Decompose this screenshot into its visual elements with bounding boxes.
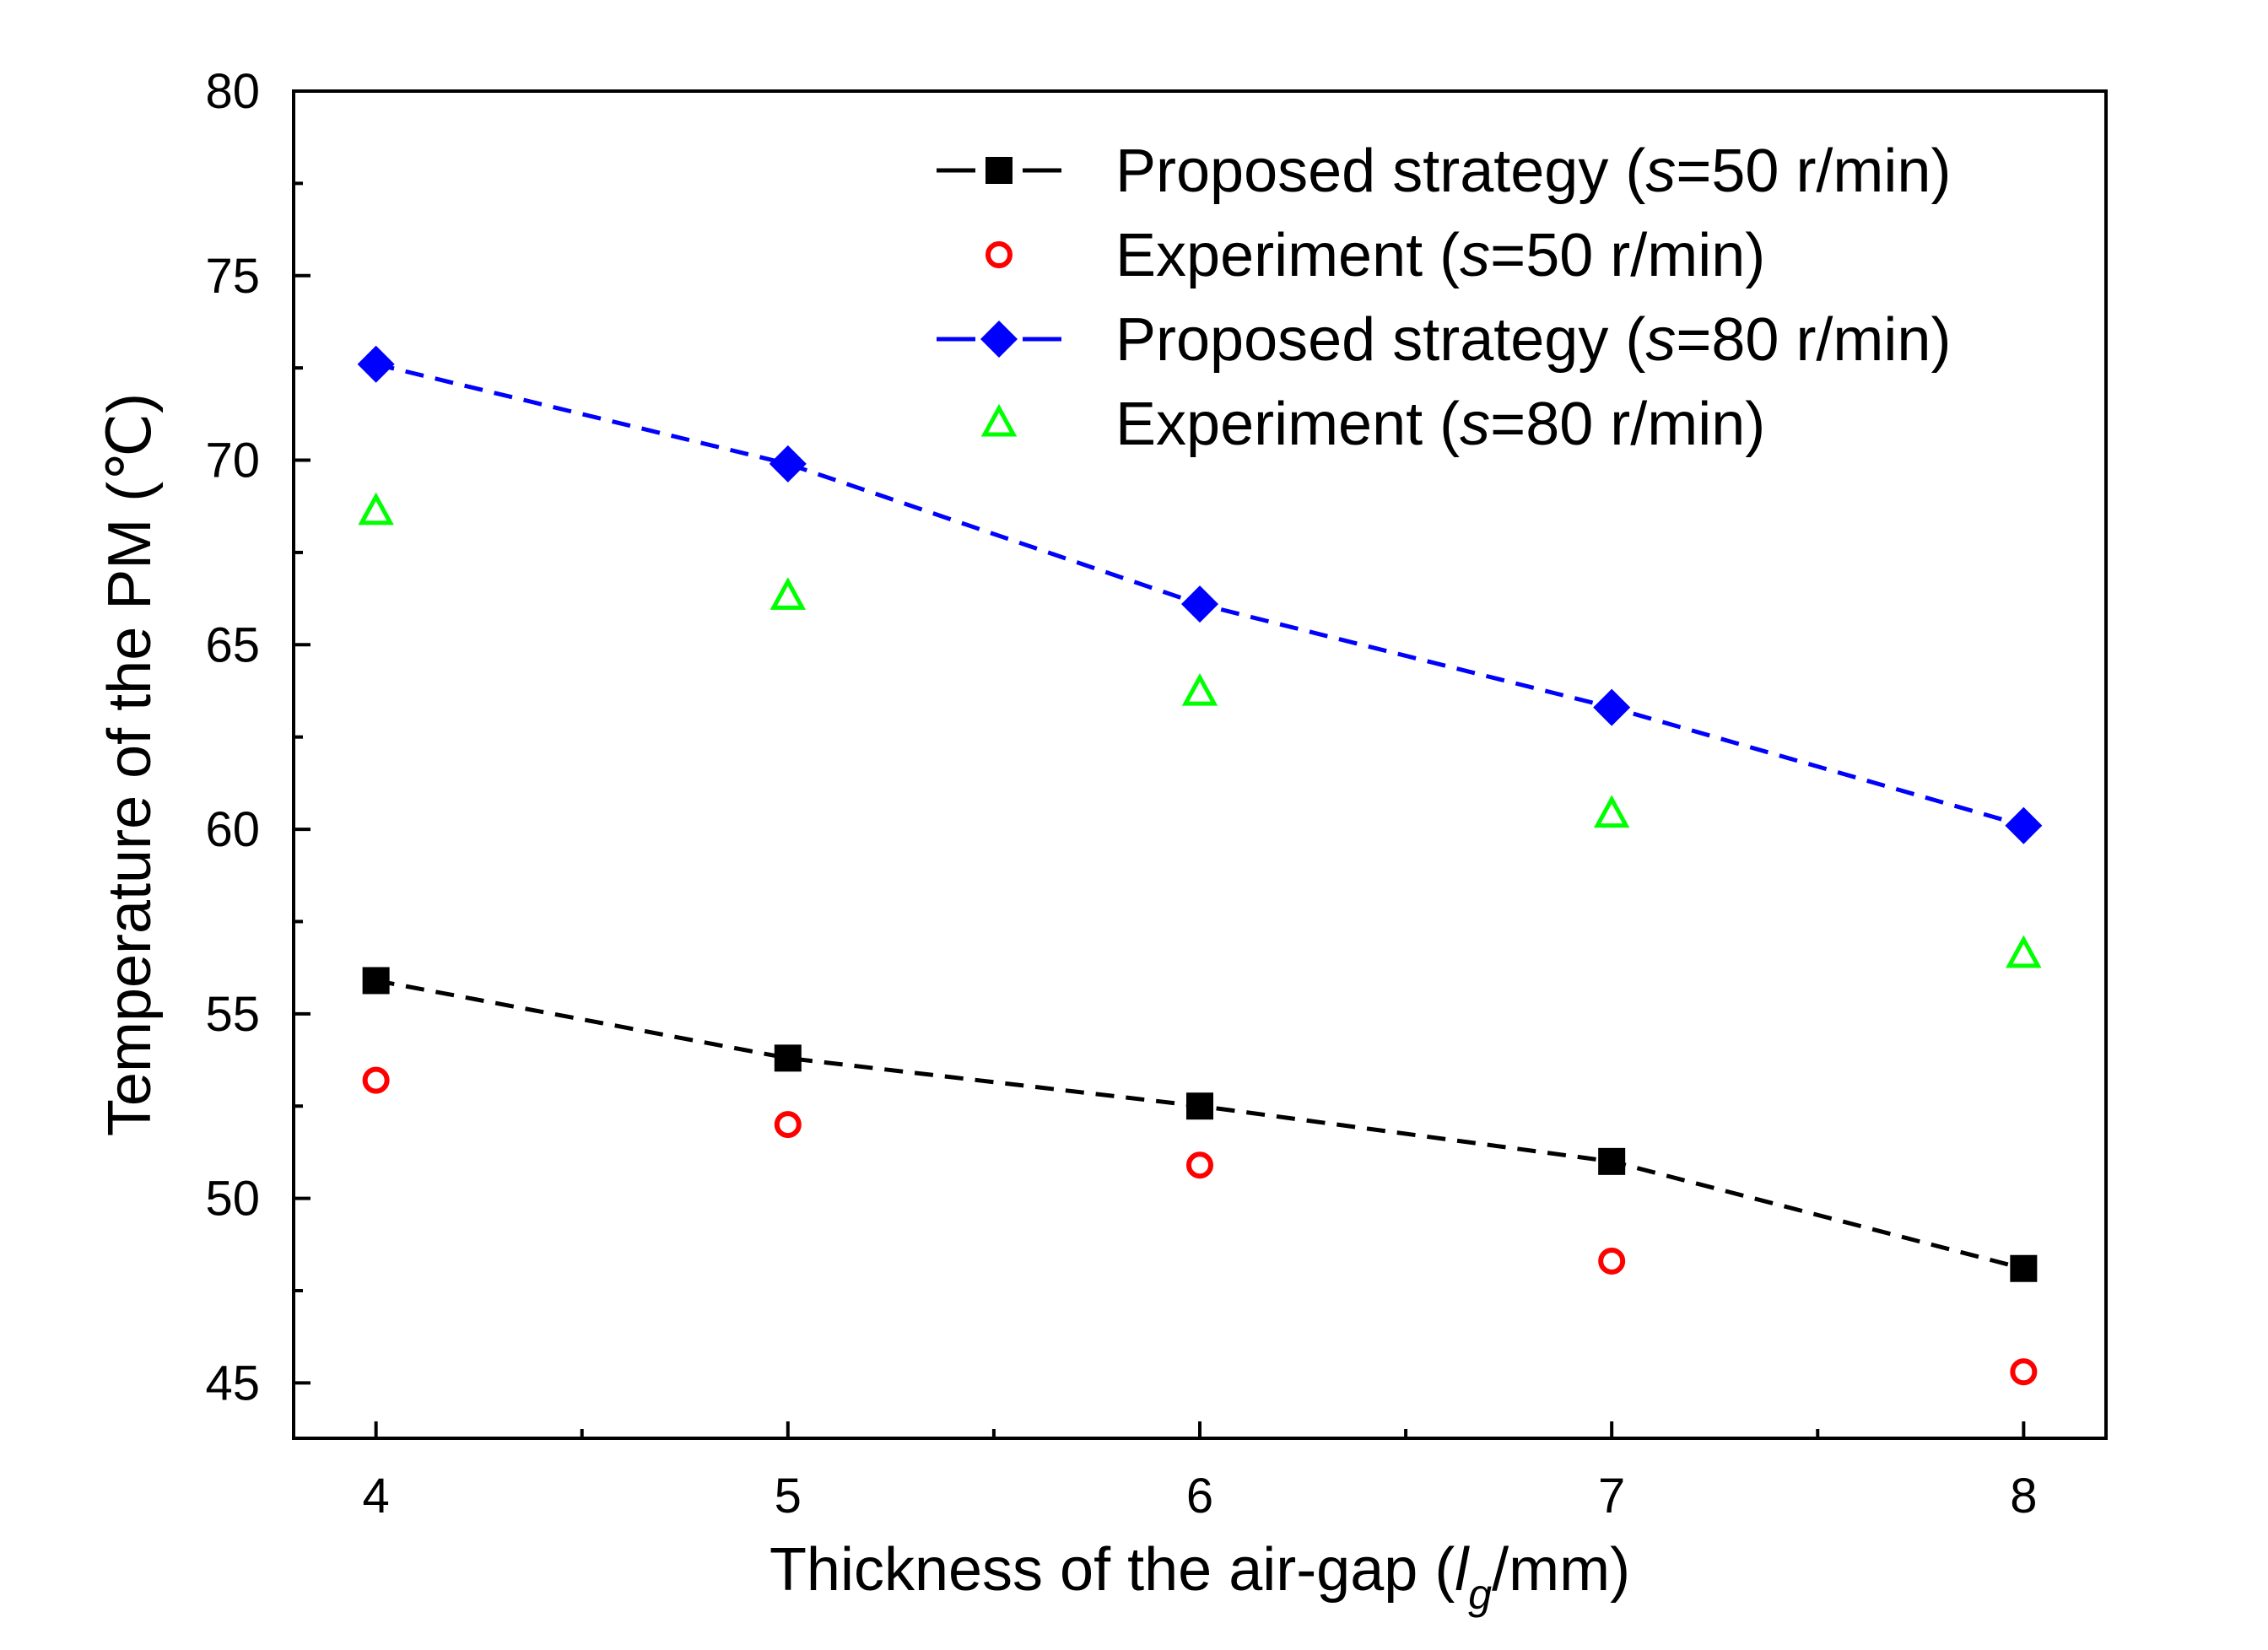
series-3-point bbox=[1181, 672, 1218, 706]
y-tick-label: 50 bbox=[205, 1172, 260, 1227]
series-0-point bbox=[362, 967, 390, 995]
series-3-point bbox=[1593, 795, 1630, 828]
series-0-point bbox=[1598, 1147, 1626, 1175]
series-1-point bbox=[2010, 1358, 2038, 1386]
series-0-line bbox=[375, 979, 2024, 1271]
legend-item-1: Experiment (s=50 r/min) bbox=[986, 222, 1765, 289]
series-3-point bbox=[2006, 935, 2042, 968]
series-3-point bbox=[358, 492, 394, 526]
series-2-point bbox=[769, 445, 807, 483]
legend-item-2: Proposed strategy (s=80 r/min) bbox=[937, 306, 1951, 374]
plot-frame bbox=[292, 89, 2108, 1440]
y-tick-label: 75 bbox=[205, 249, 260, 304]
y-tick-label: 70 bbox=[205, 434, 260, 488]
x-tick-label: 4 bbox=[363, 1469, 390, 1523]
legend-marker bbox=[986, 157, 1012, 184]
legend-marker bbox=[986, 241, 1012, 268]
legend-marker bbox=[980, 321, 1018, 358]
series-2-point bbox=[357, 345, 395, 383]
y-tick-label: 45 bbox=[205, 1356, 260, 1410]
legend-item-3: Experiment (s=80 r/min) bbox=[980, 391, 1765, 458]
y-tick-label: 60 bbox=[205, 802, 260, 857]
legend-label: Proposed strategy (s=50 r/min) bbox=[1115, 138, 1951, 205]
legend-label: Experiment (s=80 r/min) bbox=[1115, 391, 1765, 458]
x-tick-label: 6 bbox=[1186, 1469, 1213, 1523]
series-0-point bbox=[1186, 1092, 1213, 1120]
series-0-point bbox=[2010, 1254, 2038, 1282]
series-2-point bbox=[2005, 806, 2043, 844]
series-1-point bbox=[774, 1111, 802, 1139]
y-tick-label: 55 bbox=[205, 987, 260, 1042]
y-tick-label: 80 bbox=[205, 64, 260, 119]
y-axis-title: Temperature of the PM (℃) bbox=[96, 393, 164, 1136]
series-1-point bbox=[1598, 1247, 1626, 1275]
legend-marker bbox=[980, 403, 1018, 437]
series-2-point bbox=[1593, 688, 1631, 726]
x-tick-label: 7 bbox=[1598, 1469, 1625, 1523]
series-1-point bbox=[362, 1066, 390, 1094]
series-3-point bbox=[770, 577, 807, 610]
y-tick-label: 65 bbox=[205, 617, 260, 672]
x-tick-label: 8 bbox=[2010, 1469, 2037, 1523]
series-0-point bbox=[774, 1044, 802, 1072]
series-2-point bbox=[1181, 585, 1218, 623]
x-tick-label: 5 bbox=[775, 1469, 802, 1523]
series-1-point bbox=[1186, 1151, 1213, 1179]
legend-item-0: Proposed strategy (s=50 r/min) bbox=[937, 138, 1951, 205]
legend-label: Experiment (s=50 r/min) bbox=[1115, 222, 1765, 289]
x-axis-title: Thickness of the air-gap (lg/mm) bbox=[770, 1536, 1630, 1618]
legend-label: Proposed strategy (s=80 r/min) bbox=[1115, 306, 1951, 374]
